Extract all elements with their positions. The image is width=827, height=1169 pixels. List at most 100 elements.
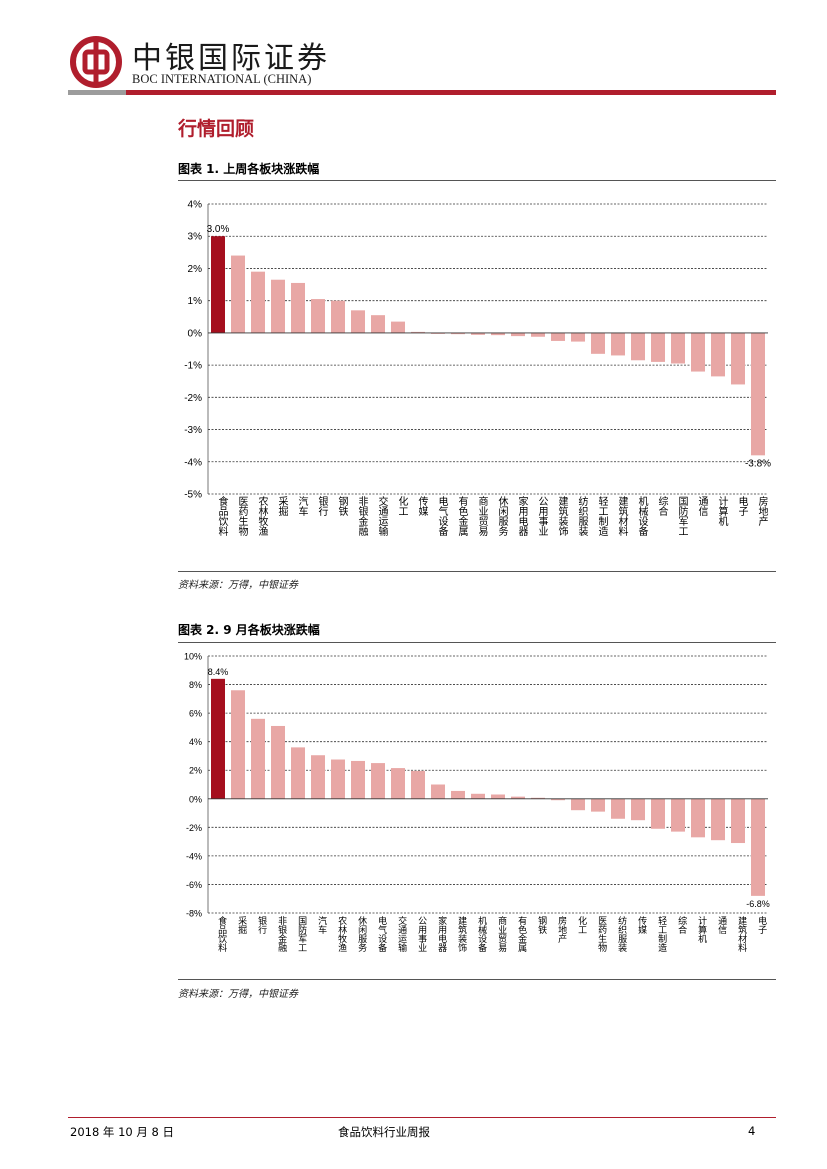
y-tick-label: 2% <box>188 264 203 275</box>
y-tick-label: -2% <box>184 393 202 404</box>
x-tick-label: 银行 <box>316 495 328 517</box>
x-tick-label: 房地产 <box>756 495 768 527</box>
x-tick-label: 轻工制造 <box>596 495 608 536</box>
footer-date: 2018 年 10 月 8 日 <box>70 1125 174 1139</box>
bar <box>591 798 605 812</box>
x-tick-label: 钢铁 <box>536 915 547 935</box>
y-tick-label: 0% <box>188 328 203 339</box>
x-tick-label: 纺织服装 <box>576 495 588 537</box>
bar <box>491 794 505 799</box>
figure-2-title: 图表 2. 9 月各板块涨跌幅 <box>178 623 320 637</box>
bar <box>391 768 405 799</box>
bar <box>551 332 565 341</box>
bar <box>351 310 365 333</box>
x-tick-label: 传媒 <box>416 496 428 517</box>
y-tick-label: 4% <box>188 200 203 211</box>
figure-2-bottom-rule <box>178 979 776 980</box>
header-rule-grey <box>68 90 126 95</box>
bar <box>291 282 305 333</box>
x-tick-label: 电气设备 <box>376 915 387 952</box>
x-tick-label: 通信 <box>696 496 708 517</box>
bar <box>691 332 705 372</box>
section-title: 行情回顾 <box>178 118 255 140</box>
bar <box>711 332 725 377</box>
bar <box>311 299 325 333</box>
bar <box>611 798 625 819</box>
x-tick-label: 采掘 <box>236 916 247 935</box>
bar <box>311 755 325 799</box>
bar <box>371 763 385 799</box>
y-tick-label: 0% <box>189 794 202 804</box>
bar <box>411 770 425 799</box>
x-tick-label: 机械设备 <box>636 495 648 537</box>
bar <box>591 332 605 354</box>
bar <box>471 332 485 335</box>
footer-report-name: 食品饮料行业周报 <box>338 1125 430 1139</box>
y-tick-label: 6% <box>189 709 202 719</box>
y-tick-label: 1% <box>188 296 203 307</box>
x-tick-label: 休闲服务 <box>356 915 367 953</box>
x-tick-label: 汽车 <box>316 915 327 935</box>
bar <box>651 798 665 829</box>
x-tick-label: 电气设备 <box>436 495 448 537</box>
bar <box>411 331 425 333</box>
bar <box>351 760 365 799</box>
x-tick-label: 综合 <box>676 915 687 935</box>
y-tick-label: -1% <box>184 361 202 372</box>
bar <box>651 332 665 362</box>
bar <box>371 315 385 333</box>
x-tick-label: 建筑装饰 <box>456 915 467 953</box>
bar <box>231 690 245 799</box>
x-tick-label: 商业贸易 <box>496 915 507 953</box>
bar <box>231 255 245 333</box>
x-tick-label: 电子 <box>756 915 767 934</box>
x-tick-label: 休闲服务 <box>496 496 508 537</box>
x-tick-label: 电子 <box>736 495 748 516</box>
bar <box>291 747 305 799</box>
x-tick-label: 农林牧渔 <box>336 915 347 952</box>
figure-2-chart: 10% 8% 6% 4% 2% 0% -2% -4% -6% -8% 食品饮料 采掘 银行 非银金融 国防军… <box>184 652 770 953</box>
y-tick-label: -5% <box>184 490 202 501</box>
x-tick-label: 机械设备 <box>476 915 487 952</box>
figure-1-title: 图表 1. 上周各板块涨跌幅 <box>178 162 320 176</box>
x-tick-label: 建筑装饰 <box>556 495 568 537</box>
x-tick-label: 家用电器 <box>516 495 528 537</box>
bar <box>731 798 745 844</box>
figure-2-top-rule <box>178 642 776 643</box>
bar <box>551 798 565 801</box>
figure-1-bottom-rule <box>178 571 776 572</box>
bar <box>671 798 685 832</box>
x-tick-label: 建筑材料 <box>616 495 628 537</box>
y-tick-label: -2% <box>186 823 202 833</box>
x-tick-label: 传媒 <box>636 915 647 935</box>
bar <box>491 332 505 336</box>
brand-name-cn: 中银国际证券 <box>132 41 330 76</box>
brand-name-en: BOC INTERNATIONAL (CHINA) <box>132 72 312 86</box>
footer-rule <box>68 1117 776 1118</box>
bar <box>631 332 645 361</box>
x-tick-label: 纺织服装 <box>616 915 627 953</box>
bar <box>511 332 525 337</box>
bar <box>271 725 285 799</box>
y-tick-label: 4% <box>189 737 202 747</box>
bar <box>751 798 765 896</box>
bar <box>471 793 485 799</box>
x-tick-label: 农林牧渔 <box>256 495 268 537</box>
y-tick-label: -4% <box>186 851 202 861</box>
x-tick-label: 交通运输 <box>396 915 407 953</box>
x-tick-label: 食品饮料 <box>216 495 228 537</box>
y-tick-label: -3% <box>184 425 202 436</box>
x-tick-label: 建筑材料 <box>736 915 747 953</box>
bar <box>571 332 585 342</box>
bar <box>251 718 265 799</box>
figure-1-top-rule <box>178 180 776 181</box>
data-label: 3.0% <box>207 224 230 235</box>
bar <box>531 797 545 799</box>
x-tick-label: 综合 <box>656 495 668 517</box>
bar <box>391 321 405 333</box>
x-tick-label: 非银金融 <box>356 496 368 537</box>
x-tick-label: 商业贸易 <box>476 495 488 537</box>
y-tick-label: -8% <box>186 909 202 919</box>
bar <box>431 784 445 799</box>
y-tick-label: -6% <box>186 880 202 890</box>
